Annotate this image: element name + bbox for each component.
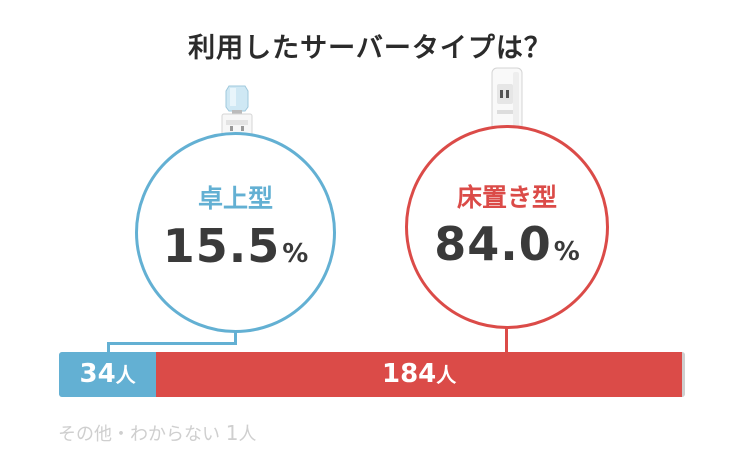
- tabletop-label: 卓上型: [197, 184, 273, 213]
- bar-value-tabletop: 34: [79, 359, 116, 389]
- tabletop-percentage: 15.5%: [138, 219, 333, 273]
- floor-label: 床置き型: [456, 183, 557, 212]
- tabletop-connector-line: [234, 330, 237, 345]
- tabletop-percentage-unit: %: [282, 239, 309, 269]
- bar-segment-tabletop: [59, 352, 157, 397]
- other-label: その他・わからない: [58, 424, 220, 445]
- tabletop-percentage-value: 15.5: [162, 219, 281, 273]
- stacked-bar: 34人 184人: [59, 352, 685, 397]
- tabletop-connector-line: [107, 342, 237, 345]
- bar-label-tabletop: 34人: [59, 352, 156, 397]
- floor-percentage: 84.0%: [408, 217, 606, 271]
- other-unit: 人: [238, 424, 257, 445]
- other-footnote: その他・わからない 1人: [58, 420, 256, 446]
- chart-title: 利用したサーバータイプは？: [188, 33, 552, 64]
- floor-percentage-unit: %: [553, 237, 580, 267]
- other-value: 1: [225, 421, 239, 445]
- tabletop-share-circle: 卓上型 15.5%: [135, 132, 336, 333]
- bar-unit-tabletop: 人: [115, 363, 136, 387]
- bar-segment-floor: [156, 352, 683, 397]
- bar-label-floor: 184人: [156, 352, 682, 397]
- floor-share-circle: 床置き型 84.0%: [405, 125, 609, 329]
- bar-unit-floor: 人: [436, 363, 457, 387]
- bar-value-floor: 184: [382, 359, 437, 389]
- tabletop-connector-line: [107, 342, 110, 355]
- floor-connector-line: [505, 326, 508, 353]
- bar-segment-other: [682, 352, 685, 397]
- floor-percentage-value: 84.0: [434, 217, 552, 271]
